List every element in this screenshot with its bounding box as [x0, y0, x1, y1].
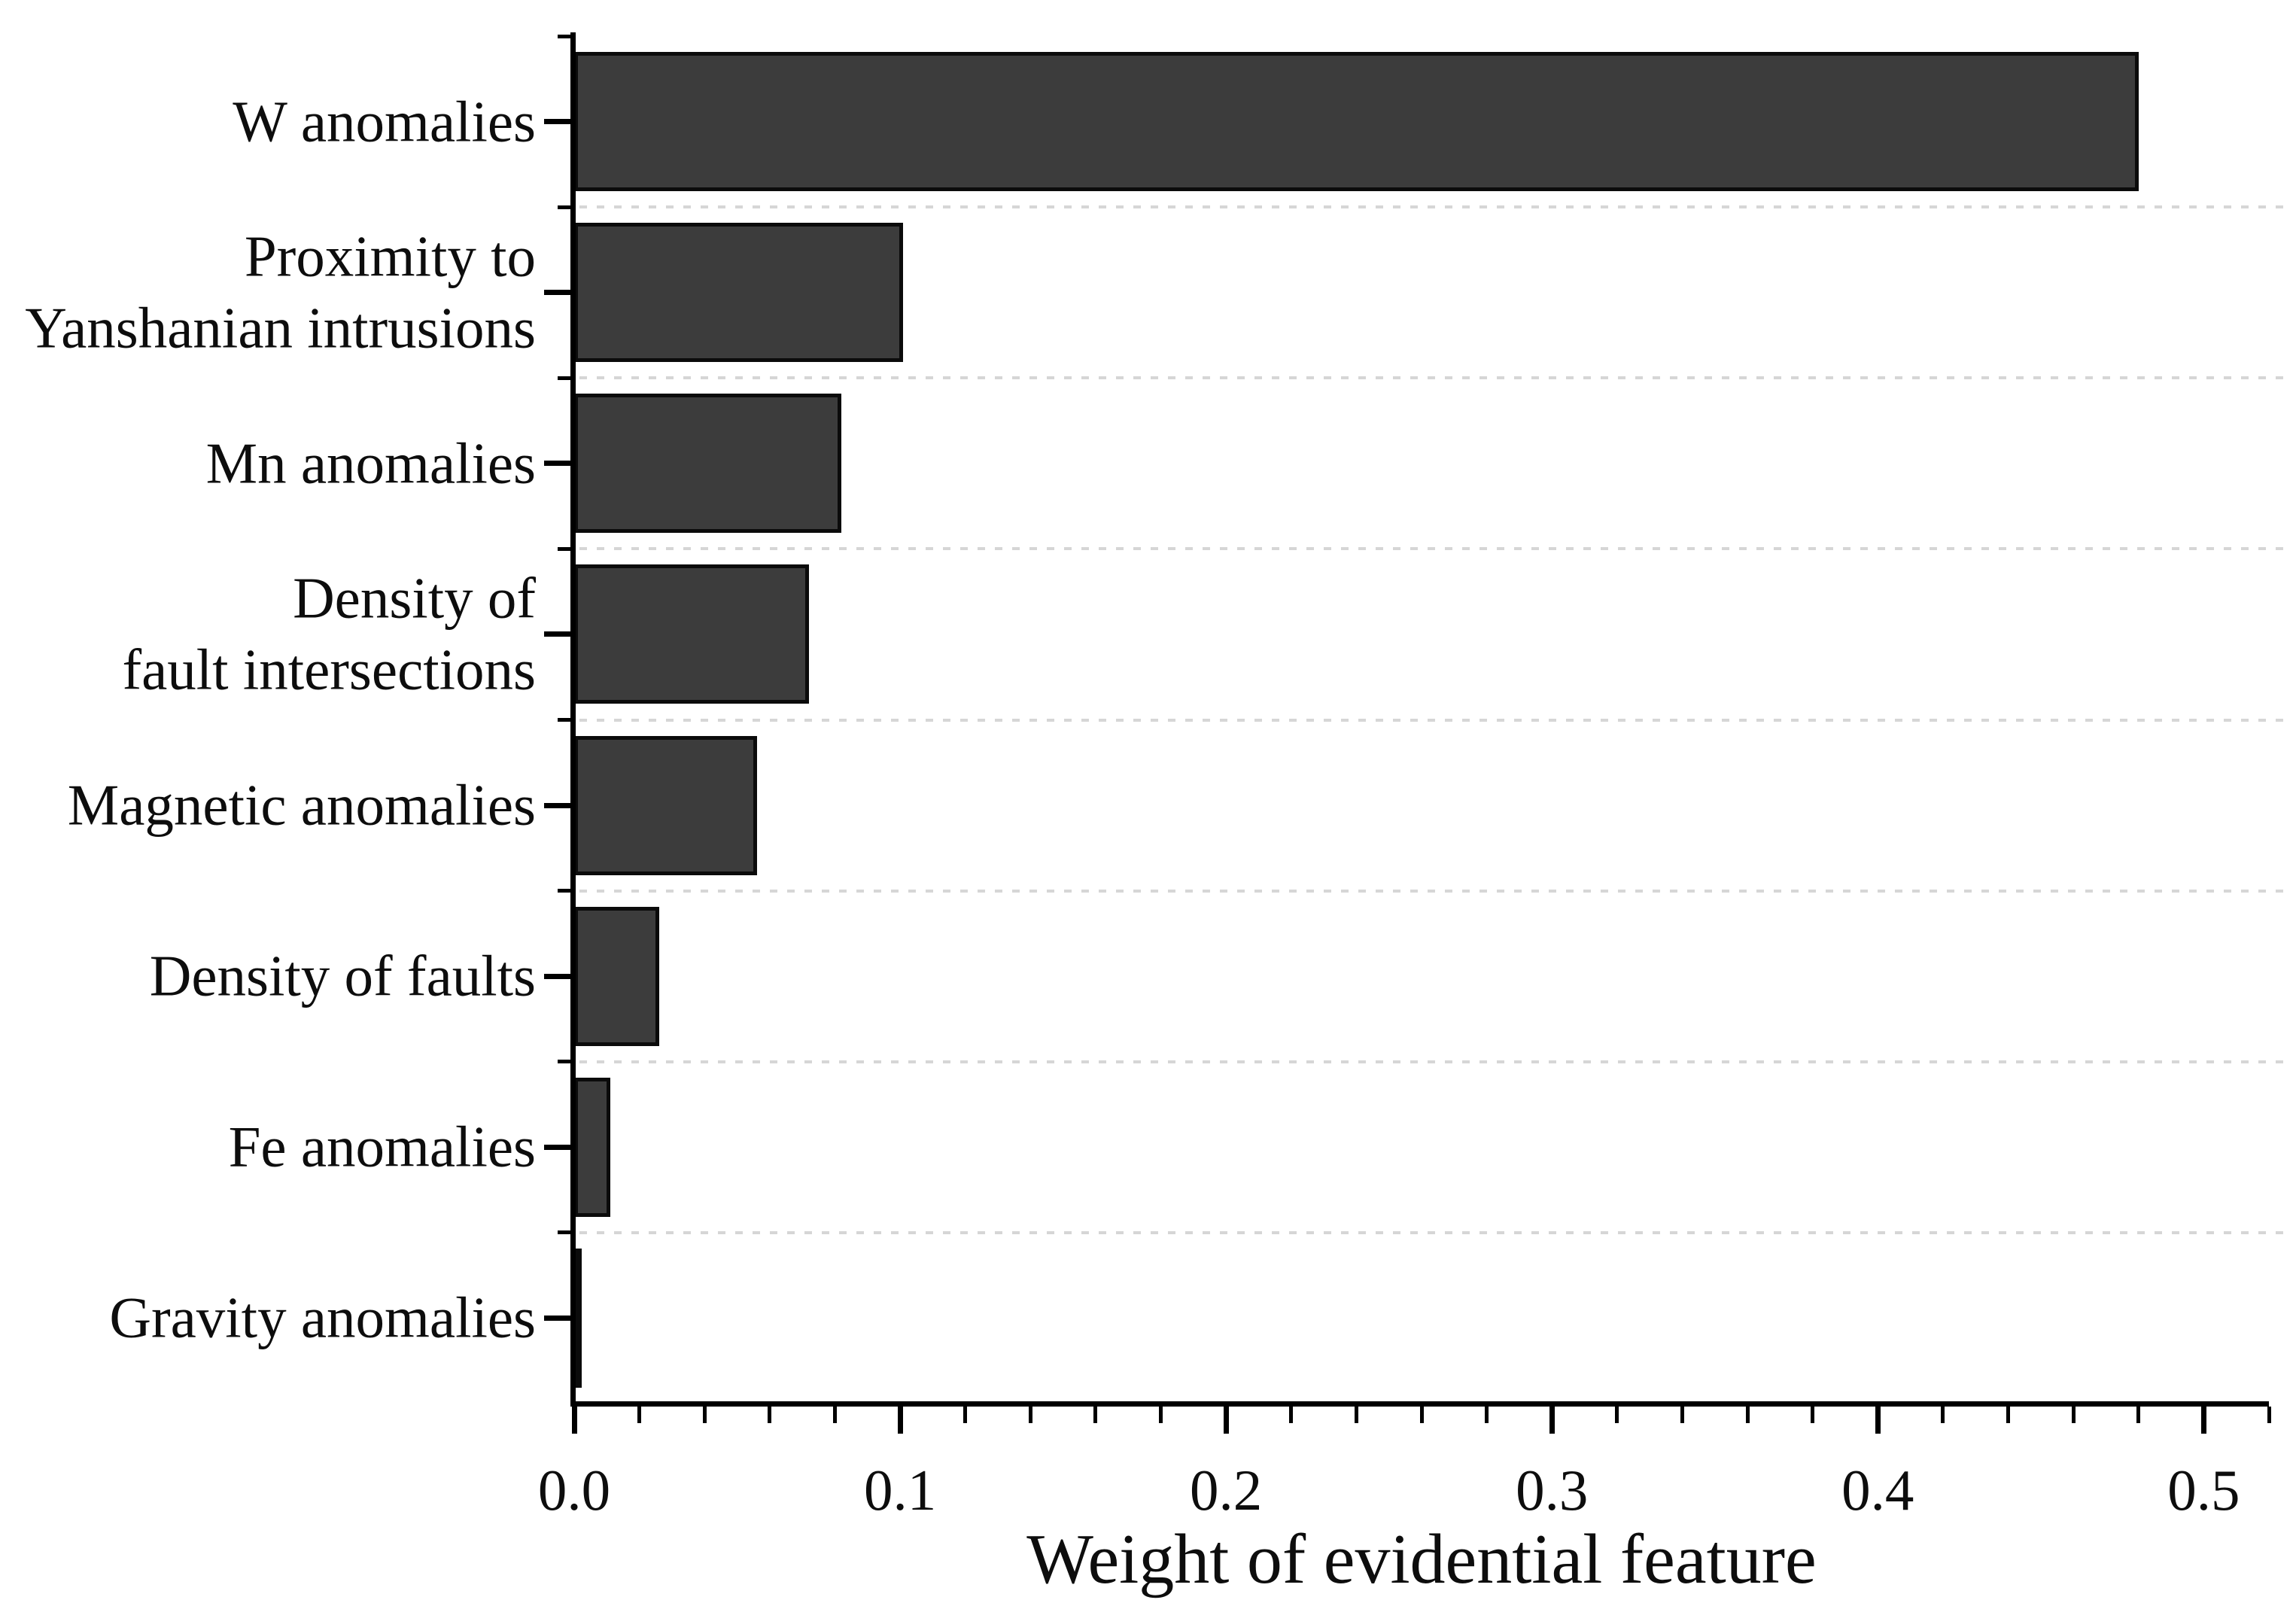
x-minor-tick	[2071, 1407, 2076, 1423]
x-axis-line	[570, 1401, 2269, 1407]
y-minor-tick	[558, 34, 574, 38]
category-label-line: Proximity to	[244, 224, 536, 289]
y-minor-tick	[558, 546, 574, 551]
x-tick-label: 0.2	[1190, 1458, 1263, 1522]
y-minor-tick	[558, 1060, 574, 1064]
category-label: Fe anomalies	[229, 1112, 536, 1183]
gridline	[579, 205, 2291, 209]
category-label: Mn anomalies	[206, 427, 536, 499]
category-label: Gravity anomalies	[109, 1282, 536, 1354]
category-label-line: fault intersections	[122, 637, 536, 702]
y-major-tick	[544, 461, 574, 467]
x-minor-tick	[1159, 1407, 1163, 1423]
x-tick-label: 0.4	[1841, 1458, 1914, 1522]
x-minor-tick	[702, 1407, 707, 1423]
x-minor-tick	[1745, 1407, 1750, 1423]
category-label-line: Magnetic anomalies	[67, 772, 536, 838]
x-minor-tick	[1941, 1407, 1945, 1423]
gridline	[579, 376, 2291, 380]
bar	[574, 1077, 610, 1217]
category-label-line: Mn anomalies	[205, 430, 536, 496]
x-minor-tick	[2136, 1407, 2141, 1423]
bar	[574, 735, 757, 875]
category-label: W anomalies	[233, 86, 536, 157]
bar	[574, 394, 842, 534]
x-major-tick	[1223, 1407, 1229, 1434]
category-label: Density of fault intersections	[122, 562, 536, 706]
x-major-tick	[897, 1407, 903, 1434]
y-minor-tick	[558, 718, 574, 722]
gridline	[579, 547, 2291, 551]
category-label-line: Gravity anomalies	[109, 1285, 536, 1350]
x-minor-tick	[1093, 1407, 1098, 1423]
y-major-tick	[544, 1144, 574, 1150]
category-label-line: Yanshanian intrusions	[25, 295, 536, 360]
x-tick-label: 0.0	[537, 1458, 611, 1522]
y-major-tick	[544, 802, 574, 808]
gridline	[579, 1060, 2291, 1063]
gridline	[579, 889, 2291, 893]
category-label-line: Density of	[293, 565, 536, 631]
x-major-tick	[1549, 1407, 1555, 1434]
bar	[574, 564, 809, 704]
category-label: Density of faults	[150, 940, 536, 1011]
y-minor-tick	[558, 889, 574, 893]
x-minor-tick	[1419, 1407, 1424, 1423]
category-label: Proximity to Yanshanian intrusions	[25, 221, 536, 364]
y-major-tick	[544, 973, 574, 979]
x-minor-tick	[1680, 1407, 1684, 1423]
x-tick-label: 0.5	[2167, 1458, 2240, 1522]
category-label-line: Fe anomalies	[228, 1114, 536, 1179]
bar	[574, 906, 659, 1046]
category-label-line: Density of faults	[149, 943, 536, 1008]
x-major-tick	[571, 1407, 577, 1434]
gridline	[579, 1230, 2291, 1234]
y-major-tick	[544, 631, 574, 637]
bar	[574, 1248, 582, 1388]
x-minor-tick	[637, 1407, 642, 1423]
x-minor-tick	[1485, 1407, 1489, 1423]
y-minor-tick	[558, 205, 574, 209]
x-axis-title: Weight of evidential feature	[1026, 1520, 1817, 1598]
x-minor-tick	[2006, 1407, 2011, 1423]
x-minor-tick	[1354, 1407, 1358, 1423]
x-minor-tick	[832, 1407, 837, 1423]
x-minor-tick	[1289, 1407, 1294, 1423]
x-tick-label: 0.3	[1516, 1458, 1589, 1522]
x-minor-tick	[1811, 1407, 1815, 1423]
x-major-tick	[2200, 1407, 2206, 1434]
category-label: Magnetic anomalies	[68, 769, 536, 841]
y-major-tick	[544, 119, 574, 125]
y-major-tick	[544, 290, 574, 296]
x-minor-tick	[1615, 1407, 1619, 1423]
category-label-line: W anomalies	[233, 88, 536, 154]
y-minor-tick	[558, 1230, 574, 1235]
x-minor-tick	[963, 1407, 968, 1423]
x-minor-tick	[768, 1407, 772, 1423]
x-minor-tick	[2267, 1407, 2271, 1423]
bar	[574, 223, 904, 363]
y-minor-tick	[558, 376, 574, 380]
y-major-tick	[544, 1315, 574, 1321]
x-tick-label: 0.1	[863, 1458, 937, 1522]
x-major-tick	[1875, 1407, 1881, 1434]
gridline	[579, 718, 2291, 722]
bar	[574, 52, 2139, 192]
x-minor-tick	[1028, 1407, 1032, 1423]
